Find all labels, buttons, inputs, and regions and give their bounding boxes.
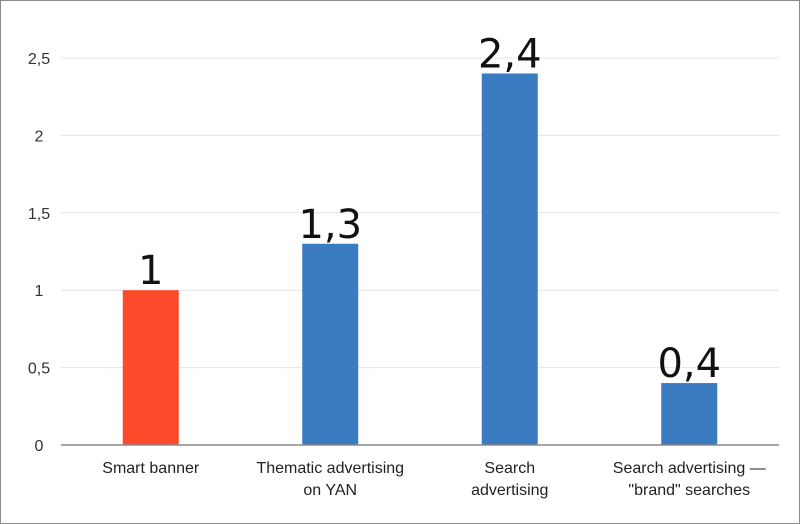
- y-tick-label: 1,5: [28, 206, 50, 223]
- x-tick-label-line: Search advertising —: [613, 460, 766, 477]
- x-tick-label-line: Smart banner: [102, 460, 200, 477]
- data-label: 1,3: [298, 202, 362, 248]
- data-label: 0,4: [657, 341, 721, 387]
- grid-layer: [61, 57, 779, 369]
- bar: [302, 243, 359, 445]
- data-label: 1: [138, 248, 163, 294]
- y-tick-label: 1: [35, 283, 44, 300]
- y-tick-label: 2,5: [28, 51, 50, 68]
- y-tick-label: 0: [35, 438, 44, 455]
- x-tick-label-line: advertising: [471, 482, 548, 499]
- bar: [481, 73, 538, 445]
- x-tick-label-line: Search: [484, 460, 535, 477]
- bar: [122, 290, 179, 445]
- y-axis-ticks: 0 0,5 1 1,5 2 2,5: [28, 51, 50, 455]
- y-tick-label: 0,5: [28, 361, 50, 378]
- x-tick-label: Search advertising — "brand" searches: [613, 460, 766, 499]
- y-tick-label: 2: [35, 128, 44, 145]
- x-tick-label-line: "brand" searches: [628, 482, 750, 499]
- bars: [122, 73, 718, 445]
- x-tick-label: Smart banner: [102, 460, 200, 477]
- x-tick-label: Thematic advertising on YAN: [256, 460, 404, 499]
- x-tick-label: Search advertising: [471, 460, 548, 499]
- x-tick-label-line: Thematic advertising: [256, 460, 404, 477]
- data-labels: 1 1,3 2,4 0,4: [138, 31, 721, 387]
- data-label: 2,4: [478, 31, 542, 77]
- x-axis-categories: Smart banner Thematic advertising on YAN Se…: [102, 460, 765, 499]
- bar: [661, 383, 718, 445]
- x-tick-label-line: on YAN: [303, 482, 357, 499]
